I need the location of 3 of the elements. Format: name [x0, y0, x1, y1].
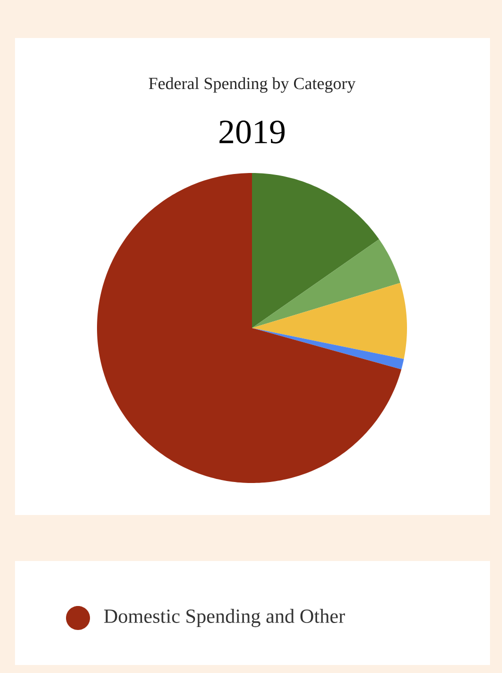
legend-label: Domestic Spending and Other [104, 608, 345, 628]
chart-title: Federal Spending by Category [148, 77, 356, 93]
chart-subtitle: 2019 [219, 120, 285, 144]
